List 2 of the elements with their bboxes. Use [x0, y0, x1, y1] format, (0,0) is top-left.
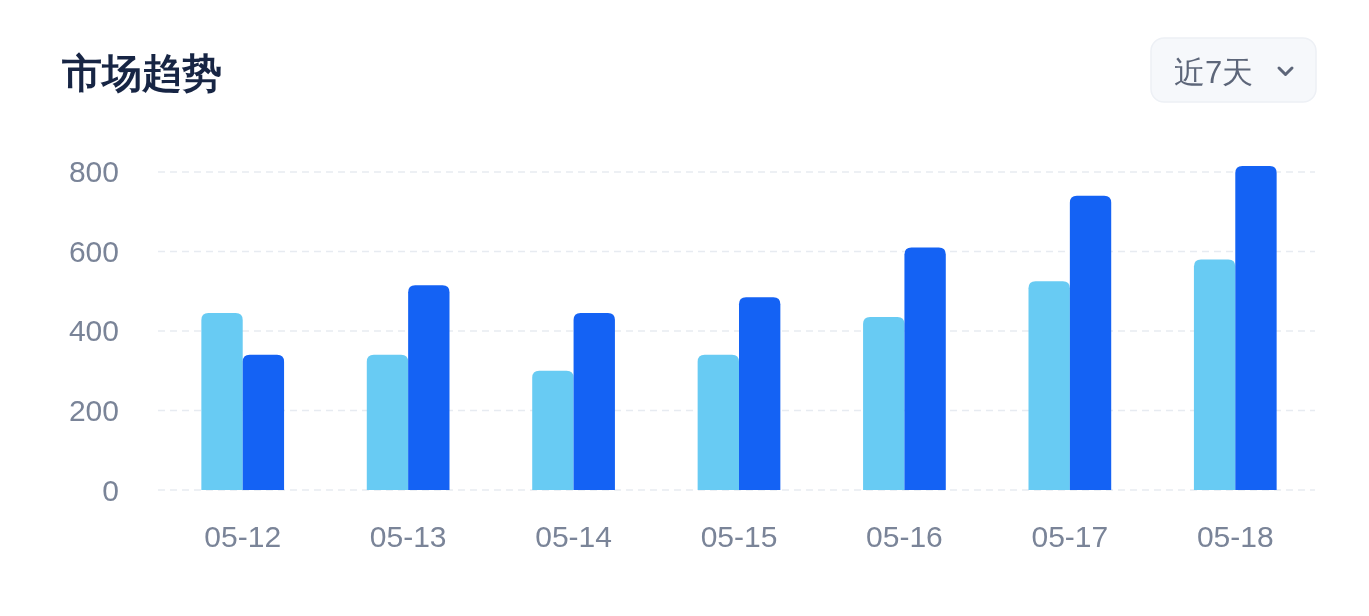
- title: 市场趋势: [62, 51, 222, 95]
- annotation: 近7天: [1174, 55, 1254, 90]
